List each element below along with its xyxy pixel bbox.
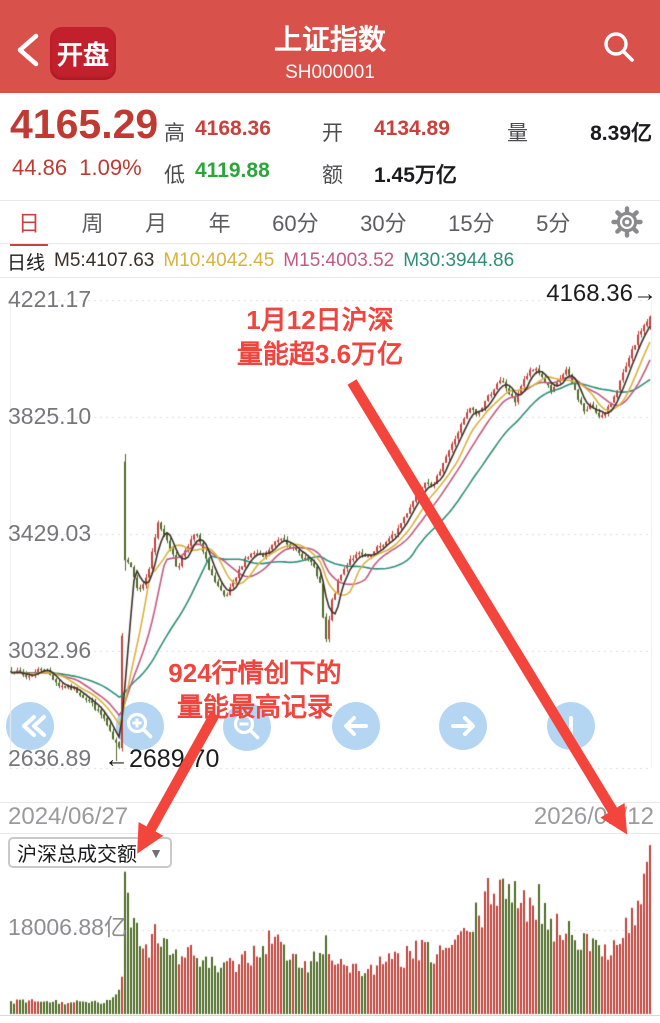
stock-code: SH000001 [285,62,375,83]
y-axis-label: 3032.96 [8,637,92,663]
amount-label: 额 [322,164,343,187]
annotation-top-line2: 量能超3.6万亿 [236,339,404,369]
low-marker: ←2689.70 [104,745,220,773]
x-axis-end-date: 2026/01/12 [533,803,654,830]
tab-monthly[interactable]: 月 [145,211,168,236]
back-button[interactable] [12,30,46,70]
header-bar: 开盘 上证指数 SH000001 [0,0,660,93]
tab-5min[interactable]: 5分 [536,211,571,236]
ma-prefix: 日线 [7,252,46,274]
price-change: 44.86 1.09% [12,155,142,181]
tab-yearly[interactable]: 年 [208,211,231,236]
tab-60min[interactable]: 60分 [272,211,319,236]
low-label: 低 [164,164,185,187]
tab-30min[interactable]: 30分 [360,211,407,236]
x-axis-start-date: 2024/06/27 [8,803,129,830]
indicator-selector-label: 沪深总成交额 [17,844,137,866]
last-price: 4165.29 [10,101,159,147]
page-title: 上证指数 [273,24,386,55]
ma-item-1: M10:4042.45 [163,250,275,271]
ma-item-3: M30:3944.86 [403,250,515,271]
chevron-down-icon: ▼ [149,844,163,861]
high-label: 高 [164,122,185,145]
y-axis-label: 3429.03 [8,520,92,546]
indicator-selector[interactable]: 沪深总成交额 ▼ [8,837,172,868]
tab-weekly[interactable]: 周 [81,211,104,236]
ma-item-0: M5:4107.63 [54,250,155,271]
gear-icon[interactable] [610,205,644,239]
amount-value: 1.45万亿 [374,164,457,187]
volume-value: 8.39亿 [590,122,652,145]
quote-panel: 4165.29 44.86 1.09% 高 4168.36 低 4119.88 … [0,93,660,200]
y-axis-label: 2636.89 [8,745,92,771]
annotation-top: 1月12日沪深 量能超3.6万亿 [170,303,470,371]
open-value: 4134.89 [374,117,450,140]
volume-label: 量 [507,122,528,145]
high-value: 4168.36 [195,117,271,140]
ma-item-2: M15:4003.52 [283,250,395,271]
change-value: 44.86 [12,155,68,180]
tab-daily[interactable]: 日 [16,202,42,242]
low-value: 4119.88 [195,159,270,182]
change-percent: 1.09% [79,155,142,180]
volume-axis-label: 18006.88亿 [8,914,127,940]
annotation-top-line1: 1月12日沪深 [246,305,394,335]
ma-legend: 日线 M5:4107.63 M10:4042.45 M15:4003.52 M3… [0,246,660,276]
y-axis-label: 3825.10 [8,403,92,429]
tab-15min[interactable]: 15分 [448,211,495,236]
annotation-bottom-line2: 量能最高记录 [176,692,333,722]
high-marker: 4168.36→ [546,280,657,307]
open-label: 开 [322,122,343,145]
period-tabs: 日 周 月 年 60分 30分 15分 5分 [0,201,660,243]
search-icon[interactable] [600,28,638,66]
y-axis-label: 4221.17 [8,286,92,312]
annotation-bottom-line1: 924行情创下的 [168,658,342,688]
market-open-badge: 开盘 [50,27,116,80]
annotation-bottom: 924行情创下的 量能最高记录 [120,656,390,724]
